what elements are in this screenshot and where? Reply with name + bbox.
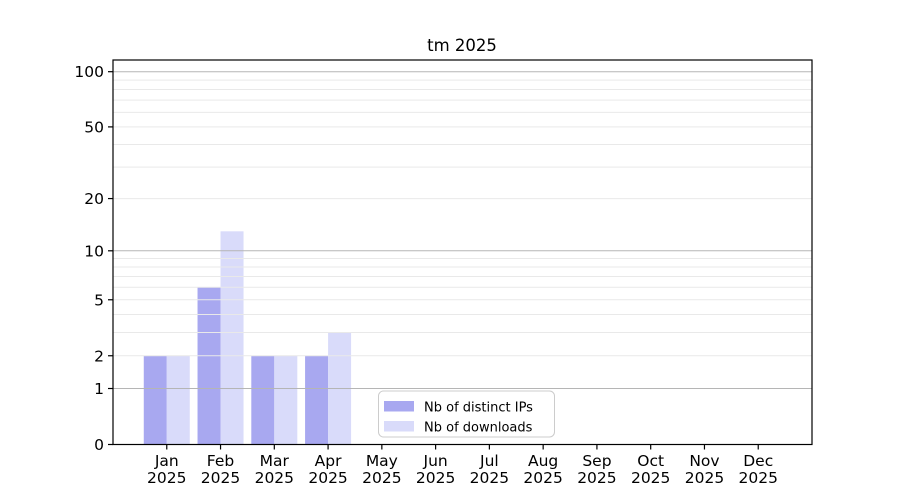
bar-nb-of-distinct-ips-apr [305, 355, 329, 445]
x-tick-label-month-sep: Sep [582, 452, 611, 470]
x-tick-label-year-may: 2025 [362, 469, 401, 487]
x-tick-label-year-mar: 2025 [255, 469, 294, 487]
x-tick-label-month-dec: Dec [743, 452, 773, 470]
bar-nb-of-downloads-mar [274, 355, 298, 445]
x-tick-label-month-jul: Jul [479, 452, 499, 470]
y-tick-label-1: 1 [94, 380, 104, 398]
x-tick-label-year-aug: 2025 [523, 469, 562, 487]
x-tick-label-year-feb: 2025 [201, 469, 240, 487]
legend-swatch-downloads [384, 421, 414, 432]
legend-label-downloads: Nb of downloads [424, 421, 533, 436]
chart-title: tm 2025 [427, 36, 497, 55]
x-tick-label-month-may: May [366, 452, 398, 470]
x-tick-label-year-apr: 2025 [308, 469, 347, 487]
y-tick-label-50: 50 [84, 118, 104, 136]
bar-nb-of-downloads-jan [166, 355, 190, 445]
x-tick-label-month-aug: Aug [528, 452, 558, 470]
y-tick-label-5: 5 [94, 291, 104, 309]
y-tick-label-10: 10 [84, 242, 104, 260]
legend-swatch-distinct-ips [384, 401, 414, 412]
x-tick-label-year-jul: 2025 [470, 469, 509, 487]
legend-box [378, 390, 555, 438]
x-tick-label-month-jun: Jun [423, 452, 448, 470]
bars-layer [143, 231, 352, 445]
bar-nb-of-distinct-ips-mar [251, 355, 275, 445]
y-tick-label-100: 100 [74, 63, 104, 81]
gridlines-layer [113, 71, 812, 390]
x-tick-label-month-mar: Mar [260, 452, 290, 470]
bar-nb-of-distinct-ips-jan [143, 355, 167, 445]
bar-nb-of-distinct-ips-feb [197, 287, 221, 445]
x-tick-label-year-dec: 2025 [739, 469, 778, 487]
x-tick-label-year-oct: 2025 [631, 469, 670, 487]
x-tick-label-year-nov: 2025 [685, 469, 724, 487]
axes-layer: 0125102050100Jan2025Feb2025Mar2025Apr202… [74, 59, 813, 487]
x-tick-label-year-jan: 2025 [147, 469, 186, 487]
bar-nb-of-downloads-feb [220, 231, 244, 445]
x-tick-label-month-feb: Feb [207, 452, 234, 470]
x-tick-label-year-sep: 2025 [577, 469, 616, 487]
y-tick-label-20: 20 [84, 190, 104, 208]
x-tick-label-year-jun: 2025 [416, 469, 455, 487]
legend-label-distinct-ips: Nb of distinct IPs [424, 401, 533, 416]
x-tick-label-month-nov: Nov [689, 452, 719, 470]
y-tick-label-0: 0 [94, 436, 104, 454]
x-tick-label-month-oct: Oct [637, 452, 664, 470]
x-tick-label-month-apr: Apr [315, 452, 342, 470]
x-tick-label-month-jan: Jan [154, 452, 179, 470]
plot-frame [112, 59, 813, 446]
legend: Nb of distinct IPs Nb of downloads [378, 390, 555, 438]
y-tick-label-2: 2 [94, 347, 104, 365]
